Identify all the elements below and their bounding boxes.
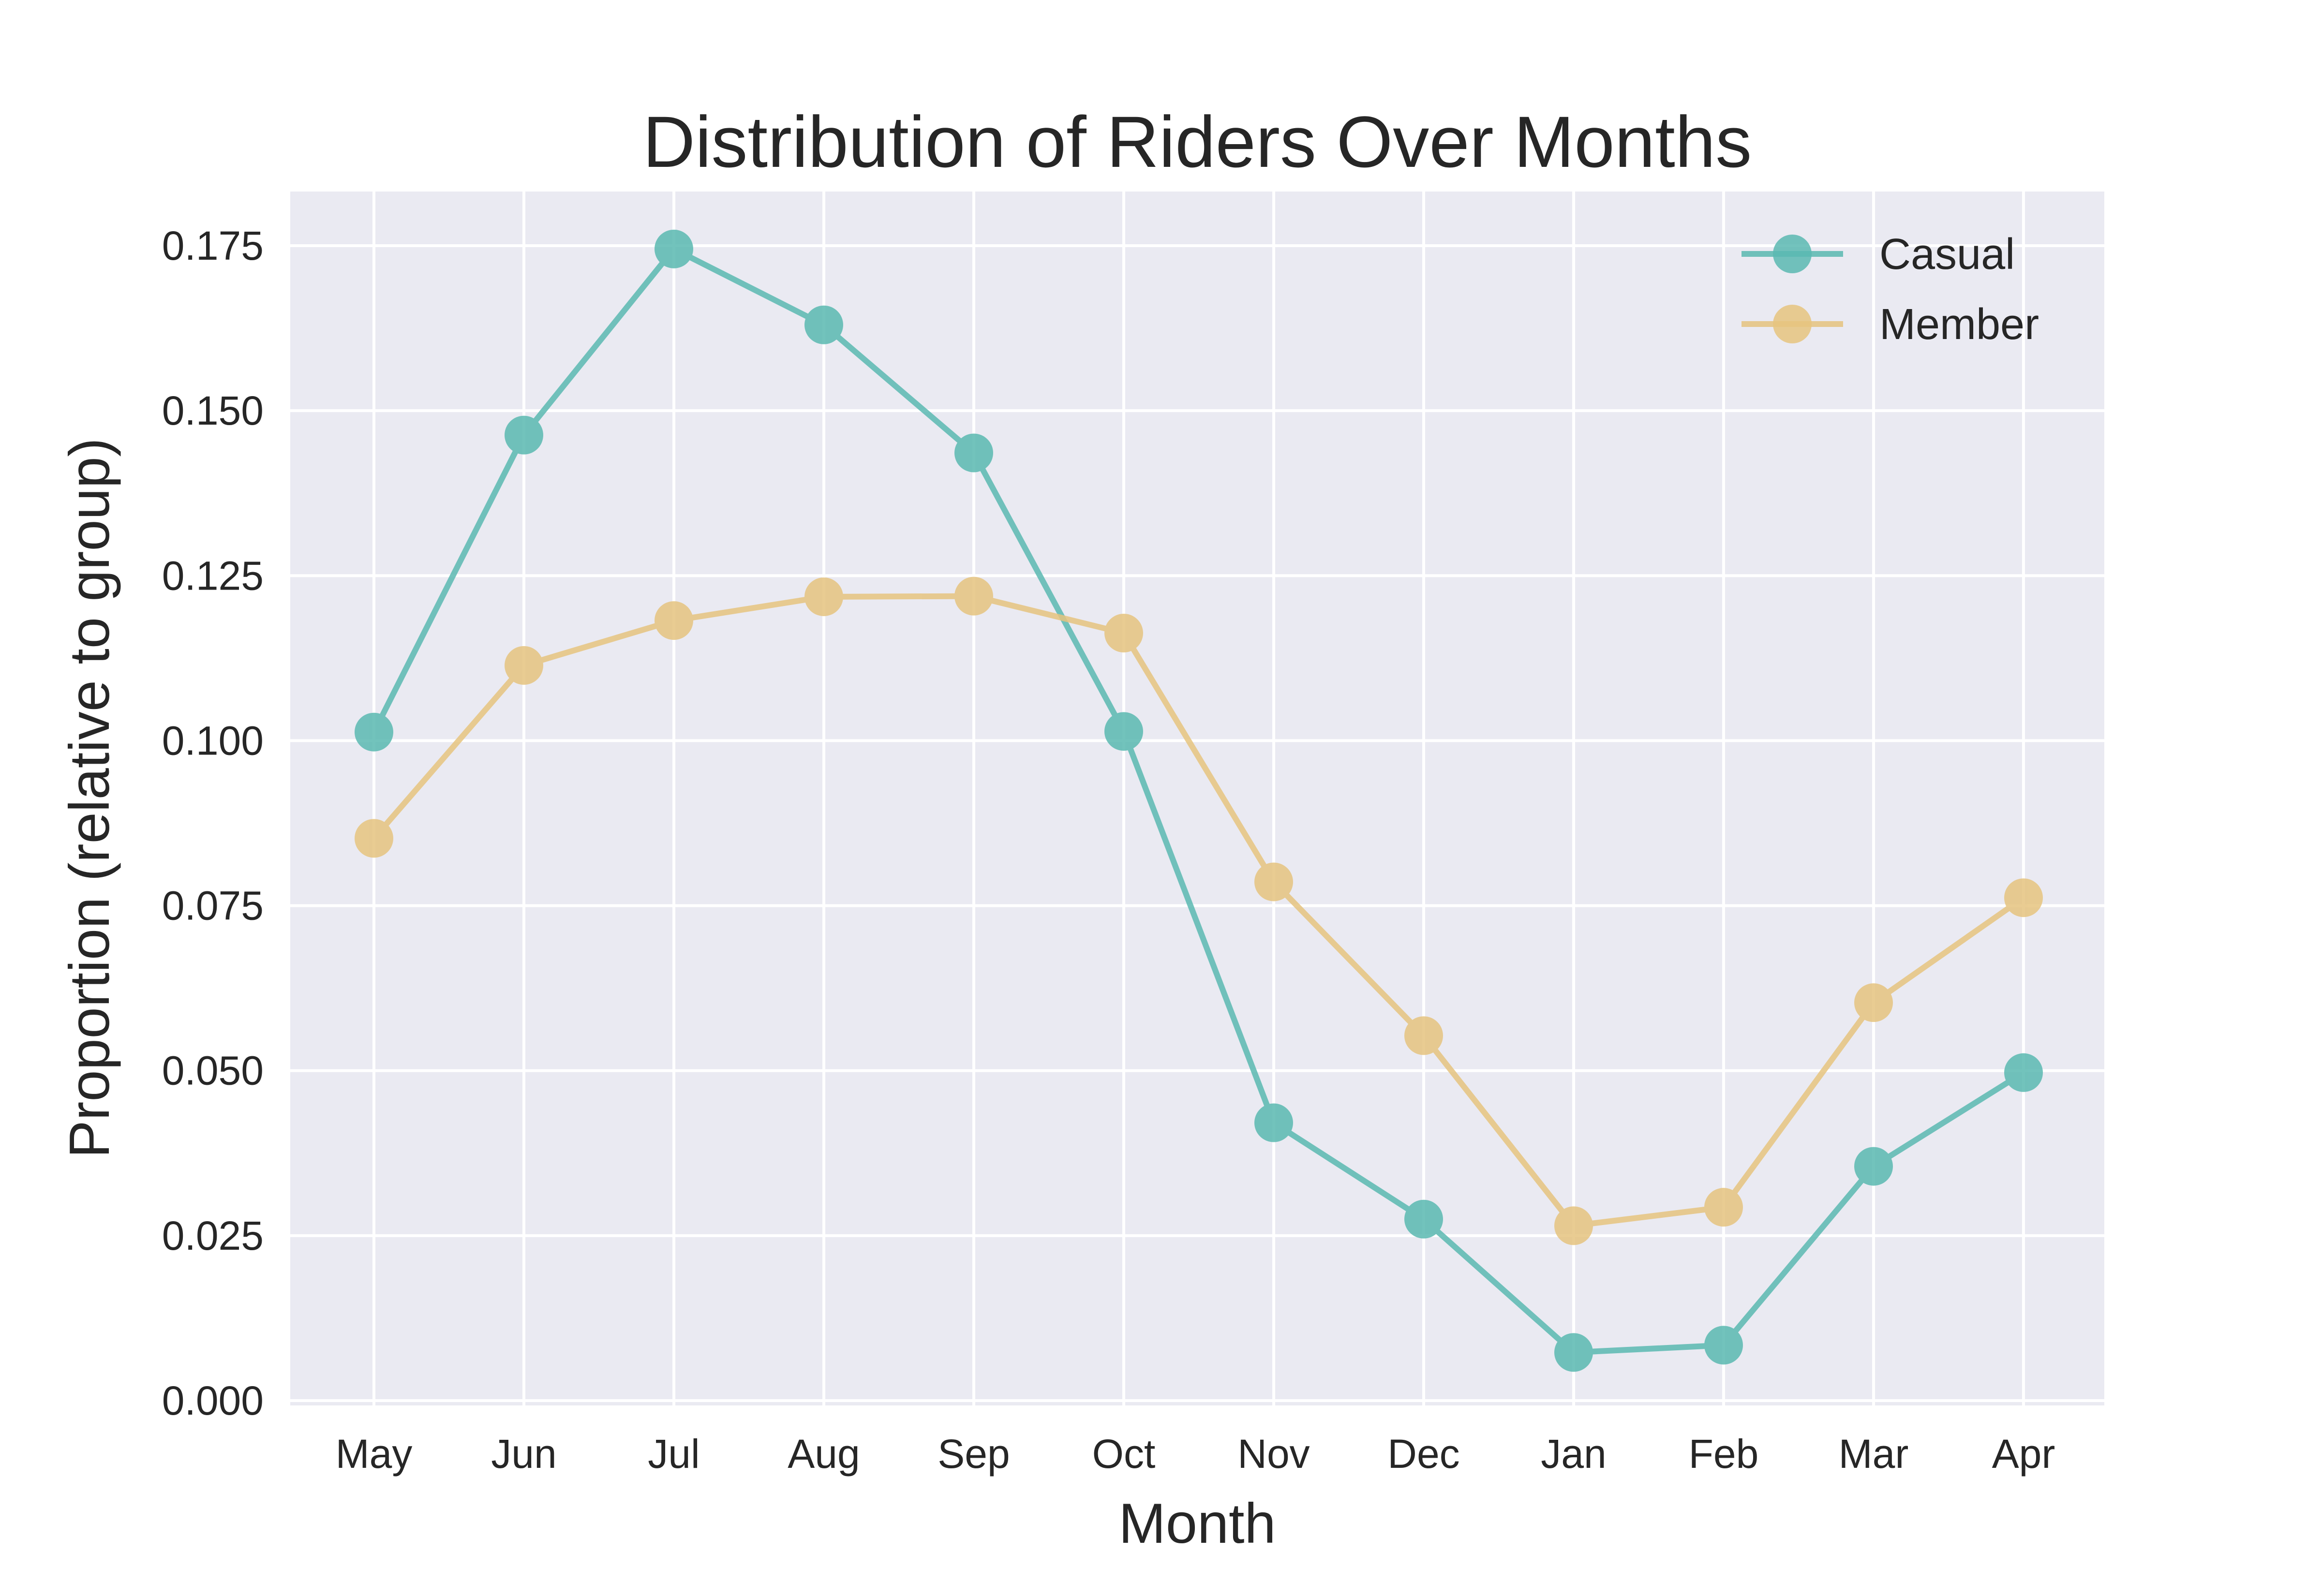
x-tick-label: May xyxy=(336,1431,413,1477)
y-tick-label: 0.050 xyxy=(162,1048,264,1094)
data-point-casual xyxy=(655,229,693,268)
data-point-casual xyxy=(1104,712,1143,751)
y-tick-label: 0.000 xyxy=(162,1378,264,1423)
data-point-member xyxy=(1554,1206,1593,1245)
data-point-member xyxy=(1854,983,1893,1022)
y-tick-label: 0.075 xyxy=(162,883,264,929)
y-tick-label: 0.175 xyxy=(162,223,264,268)
series-member xyxy=(355,576,2043,1245)
data-point-member xyxy=(1104,614,1143,653)
legend-marker xyxy=(1773,235,1812,273)
series-line-member xyxy=(372,593,2025,1229)
x-tick-label: Jul xyxy=(648,1431,700,1477)
legend-label: Member xyxy=(1879,300,2039,349)
data-point-member xyxy=(1704,1188,1743,1227)
x-tick-label: Nov xyxy=(1237,1431,1310,1477)
data-point-casual xyxy=(505,415,543,455)
x-tick-label: Jan xyxy=(1541,1431,1606,1477)
data-point-casual xyxy=(804,305,843,344)
series-line-casual xyxy=(371,246,2025,1356)
series-casual xyxy=(355,229,2043,1372)
data-point-casual xyxy=(1704,1326,1743,1365)
y-tick-label: 0.025 xyxy=(162,1213,264,1258)
x-tick-label: Sep xyxy=(938,1431,1010,1477)
x-tick-label: Jun xyxy=(491,1431,556,1477)
x-tick-label: Mar xyxy=(1839,1431,1909,1477)
plot-area xyxy=(290,192,2104,1405)
y-tick-label: 0.100 xyxy=(162,718,264,763)
data-point-casual xyxy=(1554,1333,1593,1372)
data-point-member xyxy=(804,577,843,616)
y-tick-labels: 0.000 0.025 0.050 0.075 0.100 0.125 0.150 0.175 xyxy=(162,223,264,1423)
legend-label: Casual xyxy=(1879,230,2015,279)
data-point-casual xyxy=(1854,1147,1893,1186)
legend-item-member: Member xyxy=(1742,300,2039,349)
data-point-member xyxy=(954,576,993,616)
x-tick-label: Feb xyxy=(1689,1431,1759,1477)
y-axis-label: Proportion (relative to group) xyxy=(58,438,121,1158)
data-point-casual xyxy=(355,712,393,752)
data-point-casual xyxy=(1254,1103,1293,1142)
series-layer xyxy=(355,229,2043,1372)
data-point-member xyxy=(1254,862,1293,901)
x-axis-label: Month xyxy=(1118,1492,1276,1555)
data-point-member xyxy=(355,819,393,858)
legend-item-casual: Casual xyxy=(1742,230,2015,279)
data-point-casual xyxy=(954,433,993,473)
data-point-casual xyxy=(2004,1053,2043,1092)
data-point-casual xyxy=(1404,1199,1443,1239)
y-gridlines xyxy=(290,244,2104,1402)
chart-title: Distribution of Riders Over Months xyxy=(643,101,1752,182)
y-tick-label: 0.150 xyxy=(162,388,264,433)
x-tick-label: Dec xyxy=(1387,1431,1459,1477)
x-tick-label: Aug xyxy=(788,1431,860,1477)
legend-marker xyxy=(1773,305,1812,343)
data-point-member xyxy=(2004,878,2043,917)
y-tick-label: 0.125 xyxy=(162,553,264,598)
data-point-member xyxy=(1404,1016,1443,1055)
data-point-member xyxy=(505,646,543,685)
legend: Casual Member xyxy=(1742,230,2039,349)
x-tick-label: Oct xyxy=(1092,1431,1156,1477)
x-tick-label: Apr xyxy=(1992,1431,2055,1477)
data-point-member xyxy=(655,601,693,640)
x-tick-labels: May Jun Jul Aug Sep Oct Nov Dec Jan Feb Mar Apr xyxy=(336,1431,2055,1477)
